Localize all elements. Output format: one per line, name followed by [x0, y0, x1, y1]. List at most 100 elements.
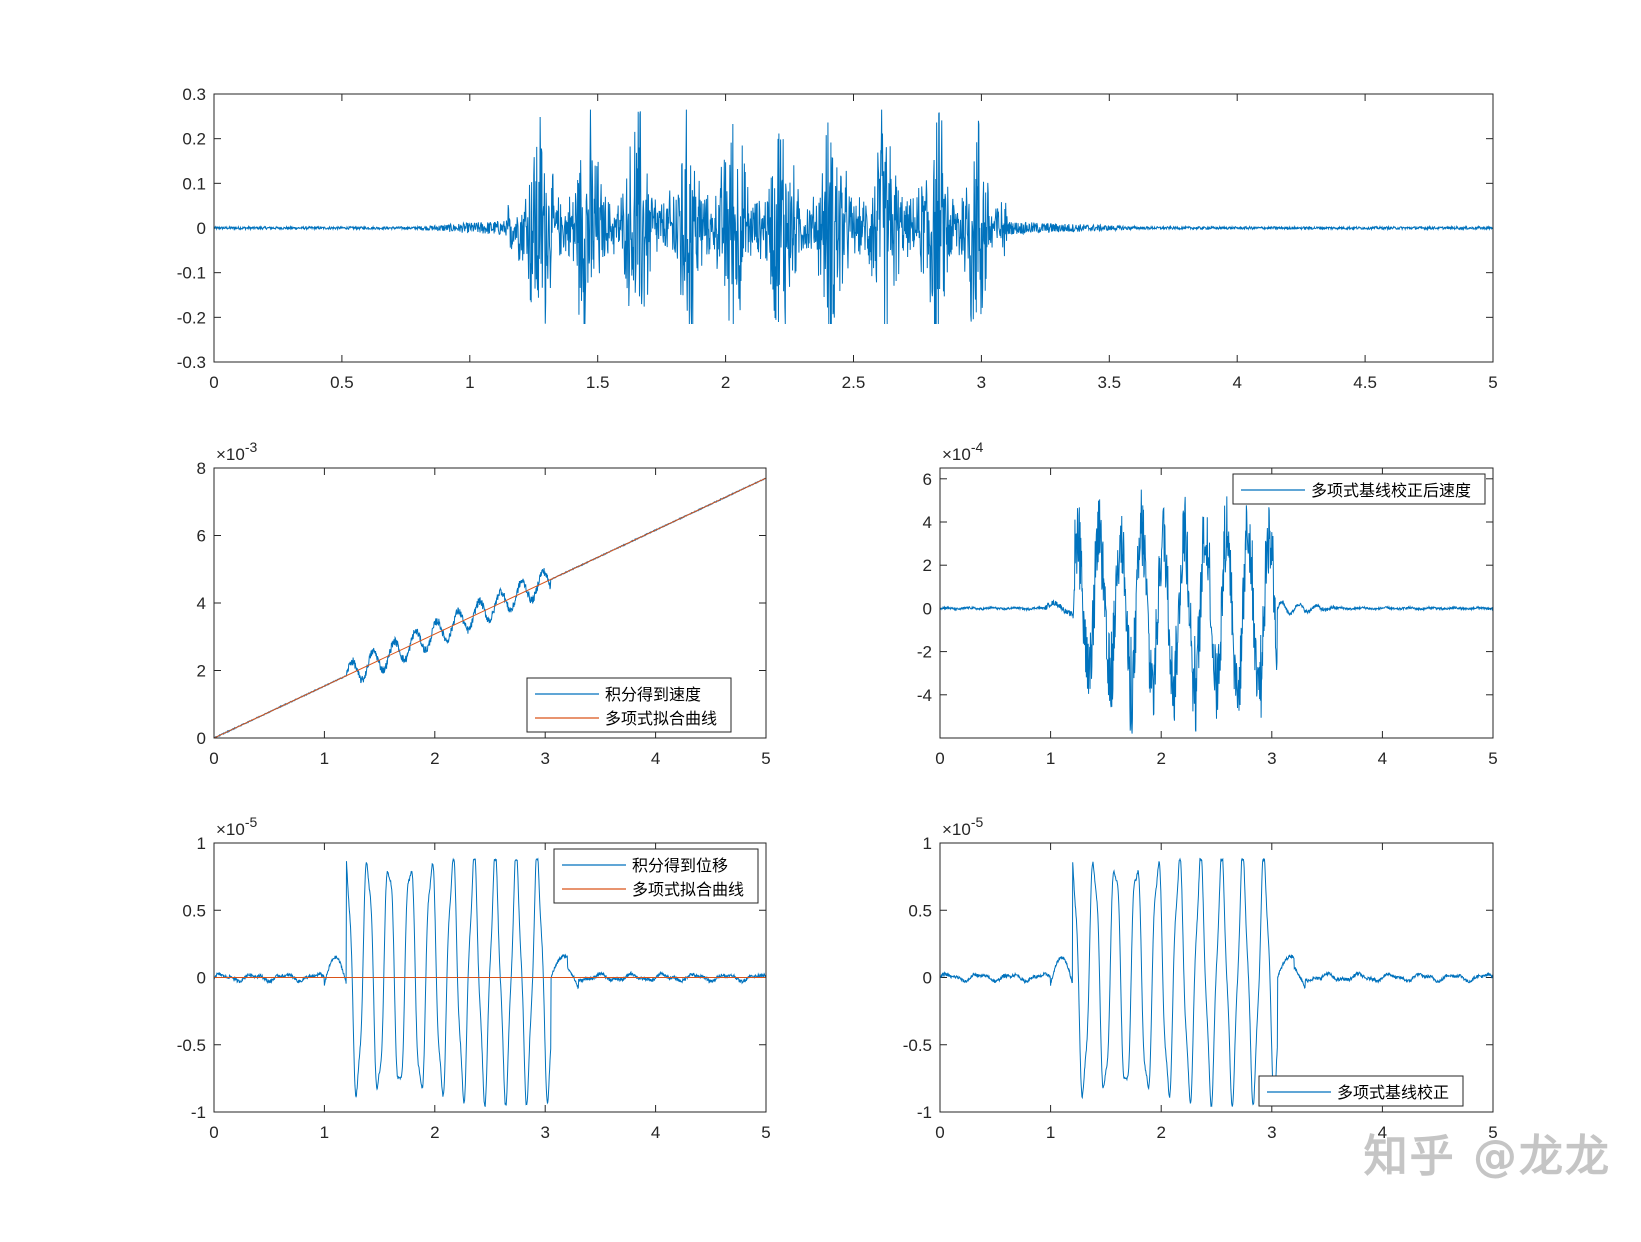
legend-label: 多项式拟合曲线 — [632, 880, 744, 899]
x-tick-label: 4.5 — [1353, 373, 1377, 392]
y-tick-label: -0.5 — [177, 1036, 206, 1055]
y-tick-label: 6 — [197, 527, 206, 546]
legend: 多项式基线校正 — [1258, 1075, 1464, 1107]
x-tick-label: 0 — [209, 373, 218, 392]
axis-exponent: ×10-3 — [216, 439, 258, 464]
series-line-1 — [214, 857, 766, 1108]
x-tick-label: 4 — [651, 1123, 660, 1142]
series-group — [214, 477, 766, 738]
axis-exponent-base: ×10 — [216, 820, 245, 839]
x-tick-label: 5 — [1488, 749, 1497, 768]
axis-exponent-power: -4 — [971, 439, 984, 455]
y-tick-label: -2 — [917, 643, 932, 662]
y-tick-label: 0.5 — [182, 901, 206, 920]
axes-5: 0 1 2 3 4 5 -1 -0.5 0 0.5 1 ×10-5 多项式基线校正 — [903, 814, 1498, 1142]
series-group — [214, 857, 766, 1108]
x-tick-label: 1 — [1046, 1123, 1055, 1142]
y-tick-label: 4 — [197, 594, 206, 613]
y-tick-label: 2 — [197, 662, 206, 681]
axes-frame — [939, 842, 1494, 1113]
y-tick-label: 0 — [197, 969, 206, 988]
x-tick-label: 5 — [761, 749, 770, 768]
y-tick-label: -4 — [917, 686, 932, 705]
axis-exponent: ×10-5 — [216, 814, 258, 839]
axis-exponent: ×10-5 — [942, 814, 984, 839]
series-line-1 — [940, 489, 1493, 734]
y-tick-label: -1 — [191, 1103, 206, 1122]
y-tick-label: 1 — [923, 834, 932, 853]
y-tick-label: -0.2 — [177, 308, 206, 327]
x-tick-label: 3 — [1267, 1123, 1276, 1142]
legend-box — [1232, 473, 1486, 505]
x-tick-label: 2 — [721, 373, 730, 392]
x-tick-label: 2 — [1156, 1123, 1165, 1142]
x-tick-label: 3 — [540, 749, 549, 768]
axis-exponent: ×10-4 — [942, 439, 984, 464]
y-tick-label: 2 — [923, 556, 932, 575]
x-tick-label: 5 — [761, 1123, 770, 1142]
legend-label: 多项式基线校正 — [1337, 1083, 1449, 1102]
x-tick-label: 1 — [1046, 749, 1055, 768]
y-tick-label: 0 — [923, 969, 932, 988]
x-tick-label: 2.5 — [842, 373, 866, 392]
axes-frame — [213, 93, 1494, 363]
x-tick-label: 1 — [320, 749, 329, 768]
axis-exponent-base: ×10 — [942, 820, 971, 839]
axis-exponent-base: ×10 — [942, 445, 971, 464]
legend-label: 积分得到位移 — [632, 856, 728, 875]
series-group — [940, 857, 1493, 1108]
x-tick-label: 3 — [540, 1123, 549, 1142]
y-tick-label: 1 — [197, 834, 206, 853]
axis-exponent-power: -5 — [971, 814, 984, 830]
x-tick-label: 3 — [1267, 749, 1276, 768]
x-tick-label: 0 — [935, 749, 944, 768]
x-tick-label: 0 — [209, 749, 218, 768]
x-tick-label: 4 — [1378, 1123, 1387, 1142]
x-tick-label: 3.5 — [1097, 373, 1121, 392]
y-tick-label: -0.3 — [177, 353, 206, 372]
series-line-1 — [940, 857, 1493, 1108]
axis-exponent-power: -3 — [245, 439, 258, 455]
x-tick-label: 5 — [1488, 1123, 1497, 1142]
x-tick-label: 1.5 — [586, 373, 610, 392]
x-tick-label: 3 — [977, 373, 986, 392]
y-tick-label: 6 — [923, 470, 932, 489]
x-tick-label: 2 — [430, 1123, 439, 1142]
legend-box — [1258, 1075, 1464, 1107]
y-tick-label: 0 — [197, 729, 206, 748]
x-tick-label: 1 — [320, 1123, 329, 1142]
x-tick-label: 1 — [465, 373, 474, 392]
series-group — [940, 489, 1493, 734]
x-tick-label: 0 — [209, 1123, 218, 1142]
x-tick-label: 4 — [1378, 749, 1387, 768]
axis-exponent-base: ×10 — [216, 445, 245, 464]
axes-frame — [213, 842, 767, 1113]
watermark: 知乎 @龙龙 — [1363, 1131, 1611, 1182]
x-tick-label: 2 — [430, 749, 439, 768]
y-tick-label: 8 — [197, 459, 206, 478]
legend: 多项式基线校正后速度 — [1232, 473, 1486, 505]
x-tick-label: 0.5 — [330, 373, 354, 392]
x-tick-label: 4 — [651, 749, 660, 768]
y-tick-label: 0 — [197, 219, 206, 238]
legend-label: 多项式基线校正后速度 — [1311, 481, 1471, 500]
axes-frame — [939, 467, 1494, 739]
legend-label: 多项式拟合曲线 — [605, 709, 717, 728]
y-tick-label: -0.5 — [903, 1036, 932, 1055]
x-tick-label: 0 — [935, 1123, 944, 1142]
y-tick-label: 4 — [923, 513, 932, 532]
series-line-2 — [214, 477, 766, 738]
y-tick-label: 0.2 — [182, 130, 206, 149]
y-tick-label: -1 — [917, 1103, 932, 1122]
x-tick-label: 4 — [1232, 373, 1241, 392]
x-tick-label: 5 — [1488, 373, 1497, 392]
axis-exponent-power: -5 — [245, 814, 258, 830]
y-tick-label: 0 — [923, 599, 932, 618]
legend-box — [553, 848, 759, 904]
y-tick-label: 0.3 — [182, 85, 206, 104]
